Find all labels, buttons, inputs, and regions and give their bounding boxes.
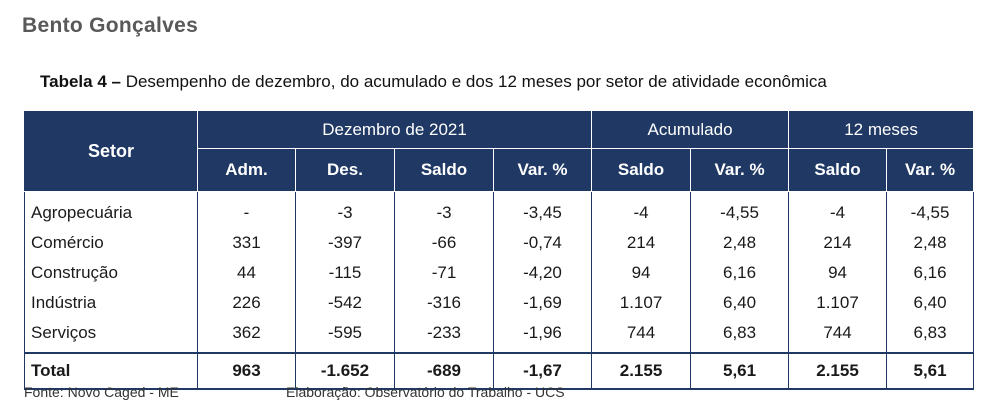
cell: 226 <box>197 288 296 318</box>
subheader-var-dez: Var. % <box>492 148 593 192</box>
cell: -397 <box>295 228 395 258</box>
total-row: Total 963 -1.652 -689 -1,67 2.155 5,61 2… <box>24 352 975 390</box>
cell: -4,55 <box>886 191 975 228</box>
city-title: Bento Gonçalves <box>22 14 199 37</box>
cell: 1.107 <box>788 288 888 318</box>
subheader-saldo-acum: Saldo <box>591 148 692 192</box>
header-setor: Setor <box>24 110 198 192</box>
cell: 744 <box>591 318 692 353</box>
header-group-dezembro: Dezembro de 2021 <box>196 110 593 149</box>
cell: -542 <box>295 288 395 318</box>
cell: 94 <box>788 258 888 288</box>
cell: 6,16 <box>690 258 790 288</box>
row-setor: Construção <box>24 258 198 288</box>
cell: 214 <box>591 228 692 258</box>
subheader-saldo-12m: Saldo <box>788 148 888 192</box>
cell: 1.107 <box>591 288 692 318</box>
subheader-saldo-dez: Saldo <box>394 148 494 192</box>
cell: -4 <box>591 191 692 228</box>
data-table: Setor Dezembro de 2021 Acumulado 12 mese… <box>24 110 975 390</box>
cell: -1,69 <box>492 288 593 318</box>
row-setor: Serviços <box>24 318 198 353</box>
cell: -4,55 <box>690 191 790 228</box>
cell: 94 <box>591 258 692 288</box>
cell: 6,40 <box>886 288 975 318</box>
cell: 362 <box>197 318 296 353</box>
total-cell: -689 <box>394 352 494 390</box>
total-cell: 5,61 <box>690 352 790 390</box>
cell: -595 <box>295 318 395 353</box>
cell: -115 <box>295 258 395 288</box>
table-row: Serviços 362 -595 -233 -1,96 744 6,83 74… <box>24 318 975 353</box>
cell: 44 <box>197 258 296 288</box>
cell: -4,20 <box>492 258 593 288</box>
table-caption-label: Tabela 4 – <box>40 72 121 91</box>
cell: 6,16 <box>886 258 975 288</box>
source-note: Fonte: Novo Caged - ME <box>24 384 179 400</box>
cell: 2,48 <box>690 228 790 258</box>
cell: -71 <box>394 258 494 288</box>
subheader-adm: Adm. <box>197 148 296 192</box>
row-setor: Agropecuária <box>24 191 198 228</box>
cell: -316 <box>394 288 494 318</box>
cell: -233 <box>394 318 494 353</box>
cell: -0,74 <box>492 228 593 258</box>
cell: -66 <box>394 228 494 258</box>
table-row: Agropecuária - -3 -3 -3,45 -4 -4,55 -4 -… <box>24 191 975 228</box>
table-caption-text: Desempenho de dezembro, do acumulado e d… <box>125 72 827 91</box>
table-caption: Tabela 4 – Desempenho de dezembro, do ac… <box>40 72 827 92</box>
total-cell: -1,67 <box>492 352 593 390</box>
subheader-var-12m: Var. % <box>886 148 975 192</box>
cell: 6,83 <box>690 318 790 353</box>
total-cell: 2.155 <box>788 352 888 390</box>
cell: -3,45 <box>492 191 593 228</box>
cell: -1,96 <box>492 318 593 353</box>
cell: -3 <box>295 191 395 228</box>
cell: 6,40 <box>690 288 790 318</box>
cell: 331 <box>197 228 296 258</box>
cell: 214 <box>788 228 888 258</box>
cell: - <box>197 191 296 228</box>
total-cell: 5,61 <box>886 352 975 390</box>
total-cell: 2.155 <box>591 352 692 390</box>
table-row: Indústria 226 -542 -316 -1,69 1.107 6,40… <box>24 288 975 318</box>
total-label: Total <box>24 352 198 390</box>
table-row: Comércio 331 -397 -66 -0,74 214 2,48 214… <box>24 228 975 258</box>
cell: 6,83 <box>886 318 975 353</box>
row-setor: Comércio <box>24 228 198 258</box>
cell: -3 <box>394 191 494 228</box>
subheader-var-acum: Var. % <box>690 148 790 192</box>
total-cell: 963 <box>197 352 296 390</box>
subheader-des: Des. <box>295 148 395 192</box>
cell: 2,48 <box>886 228 975 258</box>
cell: 744 <box>788 318 888 353</box>
cell: -4 <box>788 191 888 228</box>
header-group-12-meses: 12 meses <box>788 110 975 149</box>
row-setor: Indústria <box>24 288 198 318</box>
authorship-note: Elaboração: Observatório do Trabalho - U… <box>286 384 565 400</box>
header-group-acumulado: Acumulado <box>591 110 790 149</box>
table-row: Construção 44 -115 -71 -4,20 94 6,16 94 … <box>24 258 975 288</box>
